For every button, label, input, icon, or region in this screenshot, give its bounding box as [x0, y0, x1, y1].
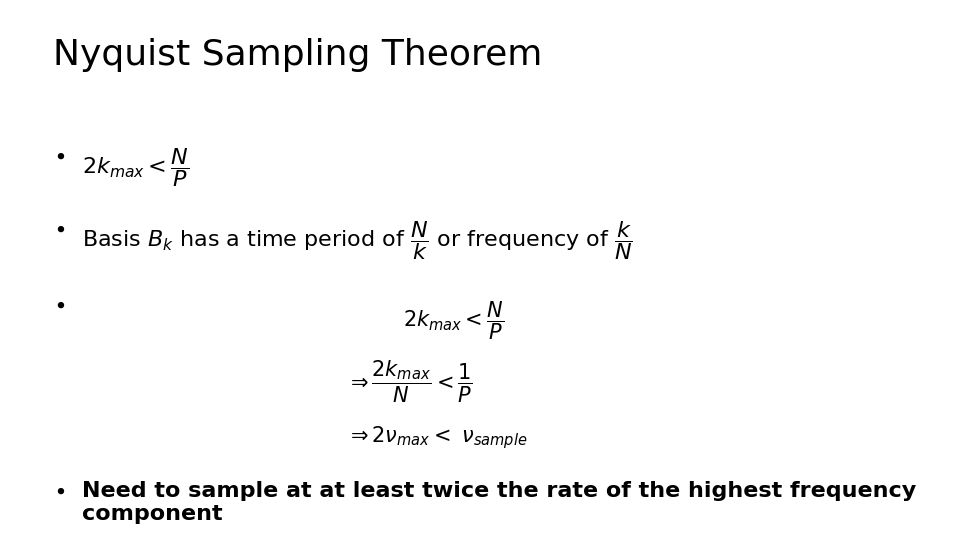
Text: $\Rightarrow \dfrac{2k_{max}}{N} < \dfrac{1}{P}$: $\Rightarrow \dfrac{2k_{max}}{N} < \dfra… — [346, 359, 472, 405]
Text: Need to sample at at least twice the rate of the highest frequency
component: Need to sample at at least twice the rat… — [82, 481, 916, 524]
Text: $\bullet$: $\bullet$ — [53, 146, 65, 166]
Text: $\bullet$: $\bullet$ — [53, 219, 65, 239]
Text: $\bullet$: $\bullet$ — [53, 481, 65, 501]
Text: Nyquist Sampling Theorem: Nyquist Sampling Theorem — [53, 38, 542, 72]
Text: $2k_{max} < \dfrac{N}{P}$: $2k_{max} < \dfrac{N}{P}$ — [82, 146, 189, 189]
Text: $\Rightarrow 2\nu_{max} <\ \nu_{sample}$: $\Rightarrow 2\nu_{max} <\ \nu_{sample}$ — [346, 424, 527, 451]
Text: $2k_{max} < \dfrac{N}{P}$: $2k_{max} < \dfrac{N}{P}$ — [403, 300, 504, 342]
Text: $\bullet$: $\bullet$ — [53, 294, 65, 314]
Text: Basis $B_k$ has a time period of $\dfrac{N}{k}$ or frequency of $\dfrac{k}{N}$: Basis $B_k$ has a time period of $\dfrac… — [82, 219, 633, 262]
